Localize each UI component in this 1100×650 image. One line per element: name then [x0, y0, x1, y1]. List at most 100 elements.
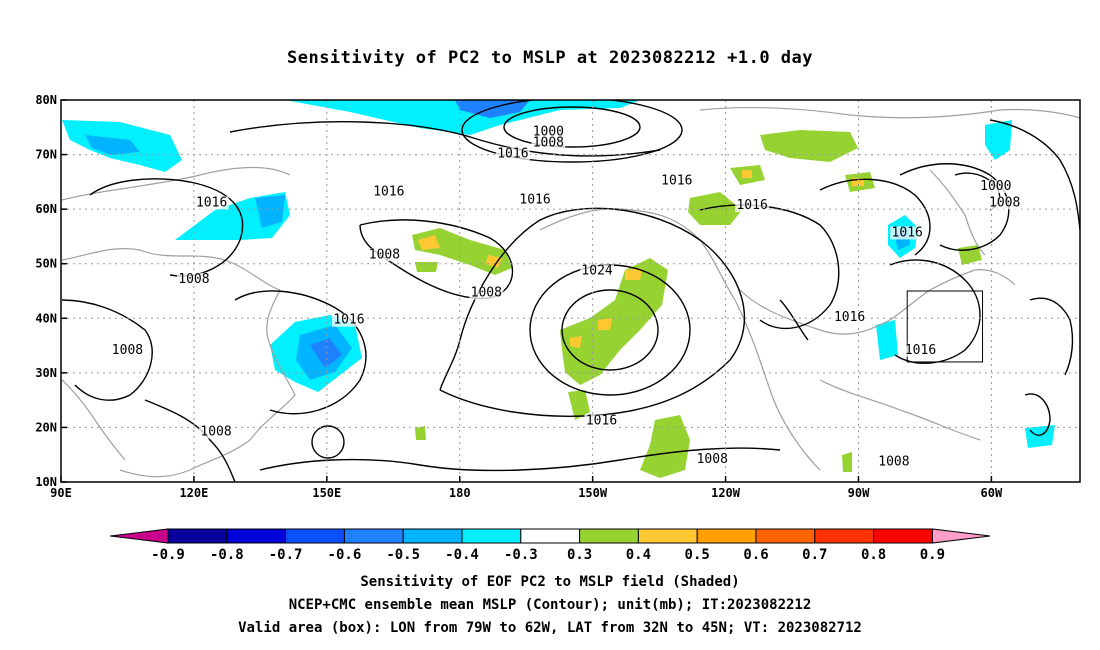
colorbar-label: -0.4: [445, 547, 479, 563]
x-tick-label: 180: [449, 486, 471, 500]
colorbar-label: 0.6: [743, 547, 768, 563]
contour-label: 1016: [586, 414, 617, 429]
x-tick-label: 90W: [848, 486, 870, 500]
contour-label: 1000: [533, 124, 564, 139]
colorbar-label: 0.8: [861, 547, 886, 563]
colorbar-swatch: [226, 528, 287, 544]
contour-label: 1016: [497, 146, 528, 161]
contour-label: 1008: [878, 455, 909, 470]
colorbar-swatch: [167, 528, 228, 544]
contour-label-bg: [371, 185, 406, 199]
contour-label: 1008: [533, 135, 564, 150]
contour-label: 1000: [980, 179, 1011, 194]
colorbar-swatch: [814, 528, 875, 544]
colorbar-swatch: [402, 528, 463, 544]
y-tick-label: 80N: [35, 93, 57, 107]
contour-label-bg: [199, 425, 234, 439]
colorbar-label: -0.9: [151, 547, 185, 563]
colorbar-label: -0.6: [328, 547, 362, 563]
colorbar-low-end: [109, 528, 169, 544]
colorbar-swatch: [343, 528, 404, 544]
contour-label: 1008: [178, 272, 209, 287]
contour-label-bg: [659, 174, 694, 188]
contour-label: 1008: [112, 343, 143, 358]
contour-label: 1016: [373, 185, 404, 200]
contour-label-bg: [469, 286, 504, 300]
contour-label: 1016: [834, 310, 865, 325]
contour-label-bg: [832, 311, 867, 325]
contour-label-bg: [580, 264, 615, 278]
x-tick-label: 150W: [578, 486, 608, 500]
map-frame: [60, 99, 1081, 483]
contour-label-bg: [876, 455, 911, 469]
colorbar-swatch: [579, 528, 639, 544]
mslp-contours: [61, 100, 1080, 482]
contour-label-bg: [978, 180, 1013, 194]
y-tick-label: 10N: [35, 475, 57, 489]
contour-label: 1016: [519, 193, 550, 208]
colorbar-label: -0.3: [504, 547, 538, 563]
contour-label: 1008: [471, 285, 502, 300]
contour-label: 1024: [581, 264, 612, 279]
y-tick-label: 20N: [35, 420, 57, 434]
contour-label-bg: [584, 414, 619, 428]
colorbar-label: 0.7: [802, 547, 827, 563]
contour-label: 1016: [905, 343, 936, 358]
colorbar-swatch: [696, 528, 757, 544]
x-tick-label: 60W: [981, 486, 1003, 500]
footer-line-2: NCEP+CMC ensemble mean MSLP (Contour); u…: [288, 597, 812, 613]
colorbar-swatch: [461, 528, 522, 544]
x-tick-label: 150E: [312, 486, 341, 500]
contour-label-bg: [987, 196, 1022, 210]
contour-label: 1008: [989, 195, 1020, 210]
colorbar-label: 0.3: [567, 547, 592, 563]
contour-label-bg: [695, 452, 730, 466]
contour-label-bg: [531, 136, 566, 150]
contour-label: 1016: [661, 174, 692, 189]
contour-label: 1008: [200, 425, 231, 440]
colorbar-label: -0.5: [386, 547, 420, 563]
y-tick-label: 40N: [35, 311, 57, 325]
colorbar-label: 0.4: [626, 547, 651, 563]
colorbar: -0.9 -0.8 -0.7 -0.6 -0.5 -0.4 -0.3 0.3 0.4 0.5 0.6…: [109, 528, 991, 563]
colorbar-swatch: [755, 528, 816, 544]
colorbar-swatch: [637, 528, 698, 544]
contour-label-bg: [735, 199, 770, 213]
valid-area-box: [906, 290, 984, 363]
colorbar-label: 0.5: [685, 547, 710, 563]
x-tick-label: 120E: [179, 486, 208, 500]
y-tick-label: 70N: [35, 148, 57, 162]
colorbar-label: -0.8: [210, 547, 244, 563]
map-title: Sensitivity of PC2 to MSLP at 2023082212…: [286, 48, 813, 68]
contour-label-bg: [367, 248, 402, 262]
colorbar-swatch: [285, 528, 345, 544]
x-tick-label: 90E: [50, 486, 72, 500]
contour-label: 1016: [333, 313, 364, 328]
shaded-sensitivity: [62, 100, 1055, 478]
contour-label-bg: [531, 125, 566, 139]
y-tick-label: 50N: [35, 257, 57, 271]
contour-label: 1008: [369, 247, 400, 262]
colorbar-label: -0.7: [269, 547, 303, 563]
longitude-ticks: 90E 120E 150E 180 150W 120W 90W 60W: [50, 476, 1003, 500]
colorbar-swatch: [873, 528, 933, 544]
contour-label-bg: [903, 343, 938, 357]
contour-label: 1008: [697, 452, 728, 467]
contour-label-bg: [518, 193, 553, 207]
y-tick-label: 30N: [35, 366, 57, 380]
x-tick-label: 120W: [711, 486, 741, 500]
footer-line-1: Sensitivity of EOF PC2 to MSLP field (Sh…: [360, 574, 740, 590]
y-tick-label: 60N: [35, 202, 57, 216]
colorbar-high-end: [931, 528, 991, 544]
colorbar-swatch: [520, 528, 581, 544]
contour-label: 1016: [736, 198, 767, 213]
contour-label-bg: [110, 343, 145, 357]
contour-label-bg: [890, 226, 925, 240]
contour-label: 1016: [196, 195, 227, 210]
contour-label: 1016: [892, 225, 923, 240]
contour-label-bg: [176, 272, 211, 286]
latitude-ticks: 10N 20N 30N 40N 50N 60N 70N 80N: [35, 93, 67, 489]
colorbar-label: 0.9: [920, 547, 945, 563]
